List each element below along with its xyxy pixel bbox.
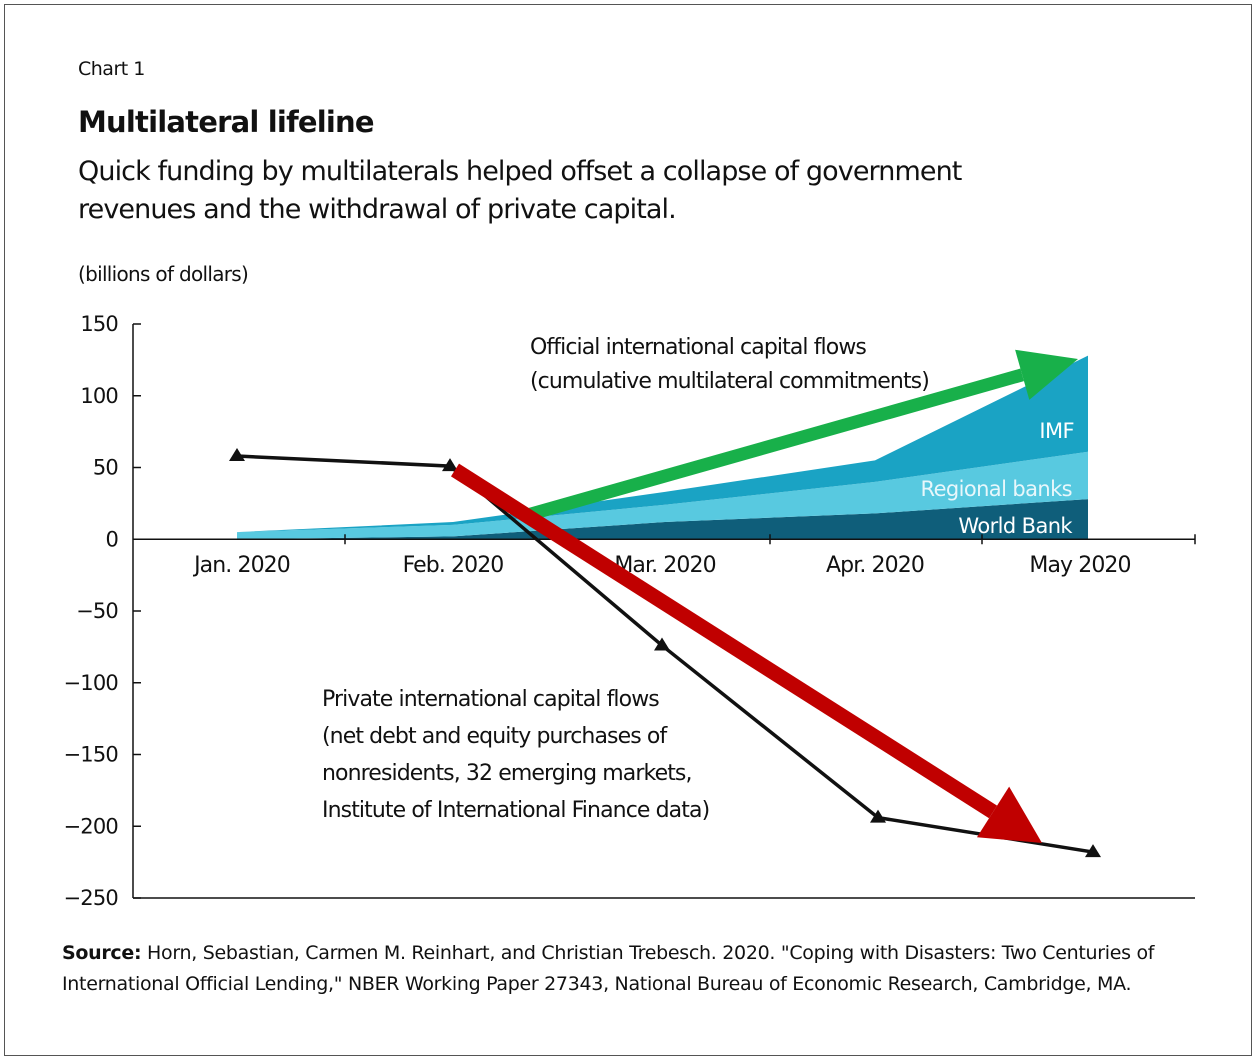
source-label: Source: (62, 942, 142, 964)
y-tick-label: −50 (76, 599, 118, 623)
area-imf (237, 355, 1088, 533)
y-tick-label: −150 (64, 743, 118, 767)
chart-title: Multilateral lifeline (78, 105, 375, 139)
y-tick-label: −100 (64, 671, 118, 695)
private-flows-marker (229, 448, 245, 462)
x-tick-label: Jan. 2020 (192, 553, 290, 578)
private-flows-marker (654, 637, 670, 651)
y-tick-label: 50 (93, 456, 118, 480)
red-arrow-shaft (450, 463, 998, 819)
private-flows-annotation: Private international capital flows (322, 687, 659, 712)
chart-subtitle: Quick funding by multilaterals helped of… (78, 156, 962, 225)
area-label-world-bank: World Bank (958, 514, 1073, 538)
area-regional-banks (237, 451, 1088, 540)
y-tick-label: −250 (64, 886, 118, 910)
source-note: Source: Horn, Sebastian, Carmen M. Reinh… (62, 938, 1192, 1000)
private-flows-annotation: (net debt and equity purchases of (322, 724, 668, 749)
x-tick-label: Feb. 2020 (403, 553, 504, 578)
official-flows-annotation: (cumulative multilateral commitments) (530, 369, 929, 394)
x-tick-label: Apr. 2020 (826, 553, 924, 578)
private-flows-marker (870, 809, 886, 823)
y-tick-label: −200 (64, 814, 118, 838)
area-world-bank (237, 499, 1088, 540)
official-flows-annotation: Official international capital flows (530, 335, 866, 360)
private-flows-annotation: nonresidents, 32 emerging markets, (322, 761, 692, 786)
y-tick-label: 0 (105, 527, 118, 551)
green-arrow-head (1015, 349, 1078, 400)
y-axis-unit: (billions of dollars) (78, 262, 249, 286)
red-arrow-head (976, 786, 1042, 843)
private-flows-marker (442, 458, 458, 472)
private-flows-annotation: Institute of International Finance data) (322, 798, 709, 823)
x-tick-label: May 2020 (1029, 553, 1130, 578)
area-label-regional-banks: Regional banks (921, 477, 1072, 501)
private-flows-marker (1085, 844, 1101, 858)
source-text: Horn, Sebastian, Carmen M. Reinhart, and… (62, 942, 1155, 995)
green-arrow-shaft (522, 368, 1024, 523)
y-tick-label: 100 (80, 384, 118, 408)
y-tick-label: 150 (80, 312, 118, 336)
chart-number: Chart 1 (78, 58, 145, 80)
area-label-imf: IMF (1039, 419, 1074, 443)
